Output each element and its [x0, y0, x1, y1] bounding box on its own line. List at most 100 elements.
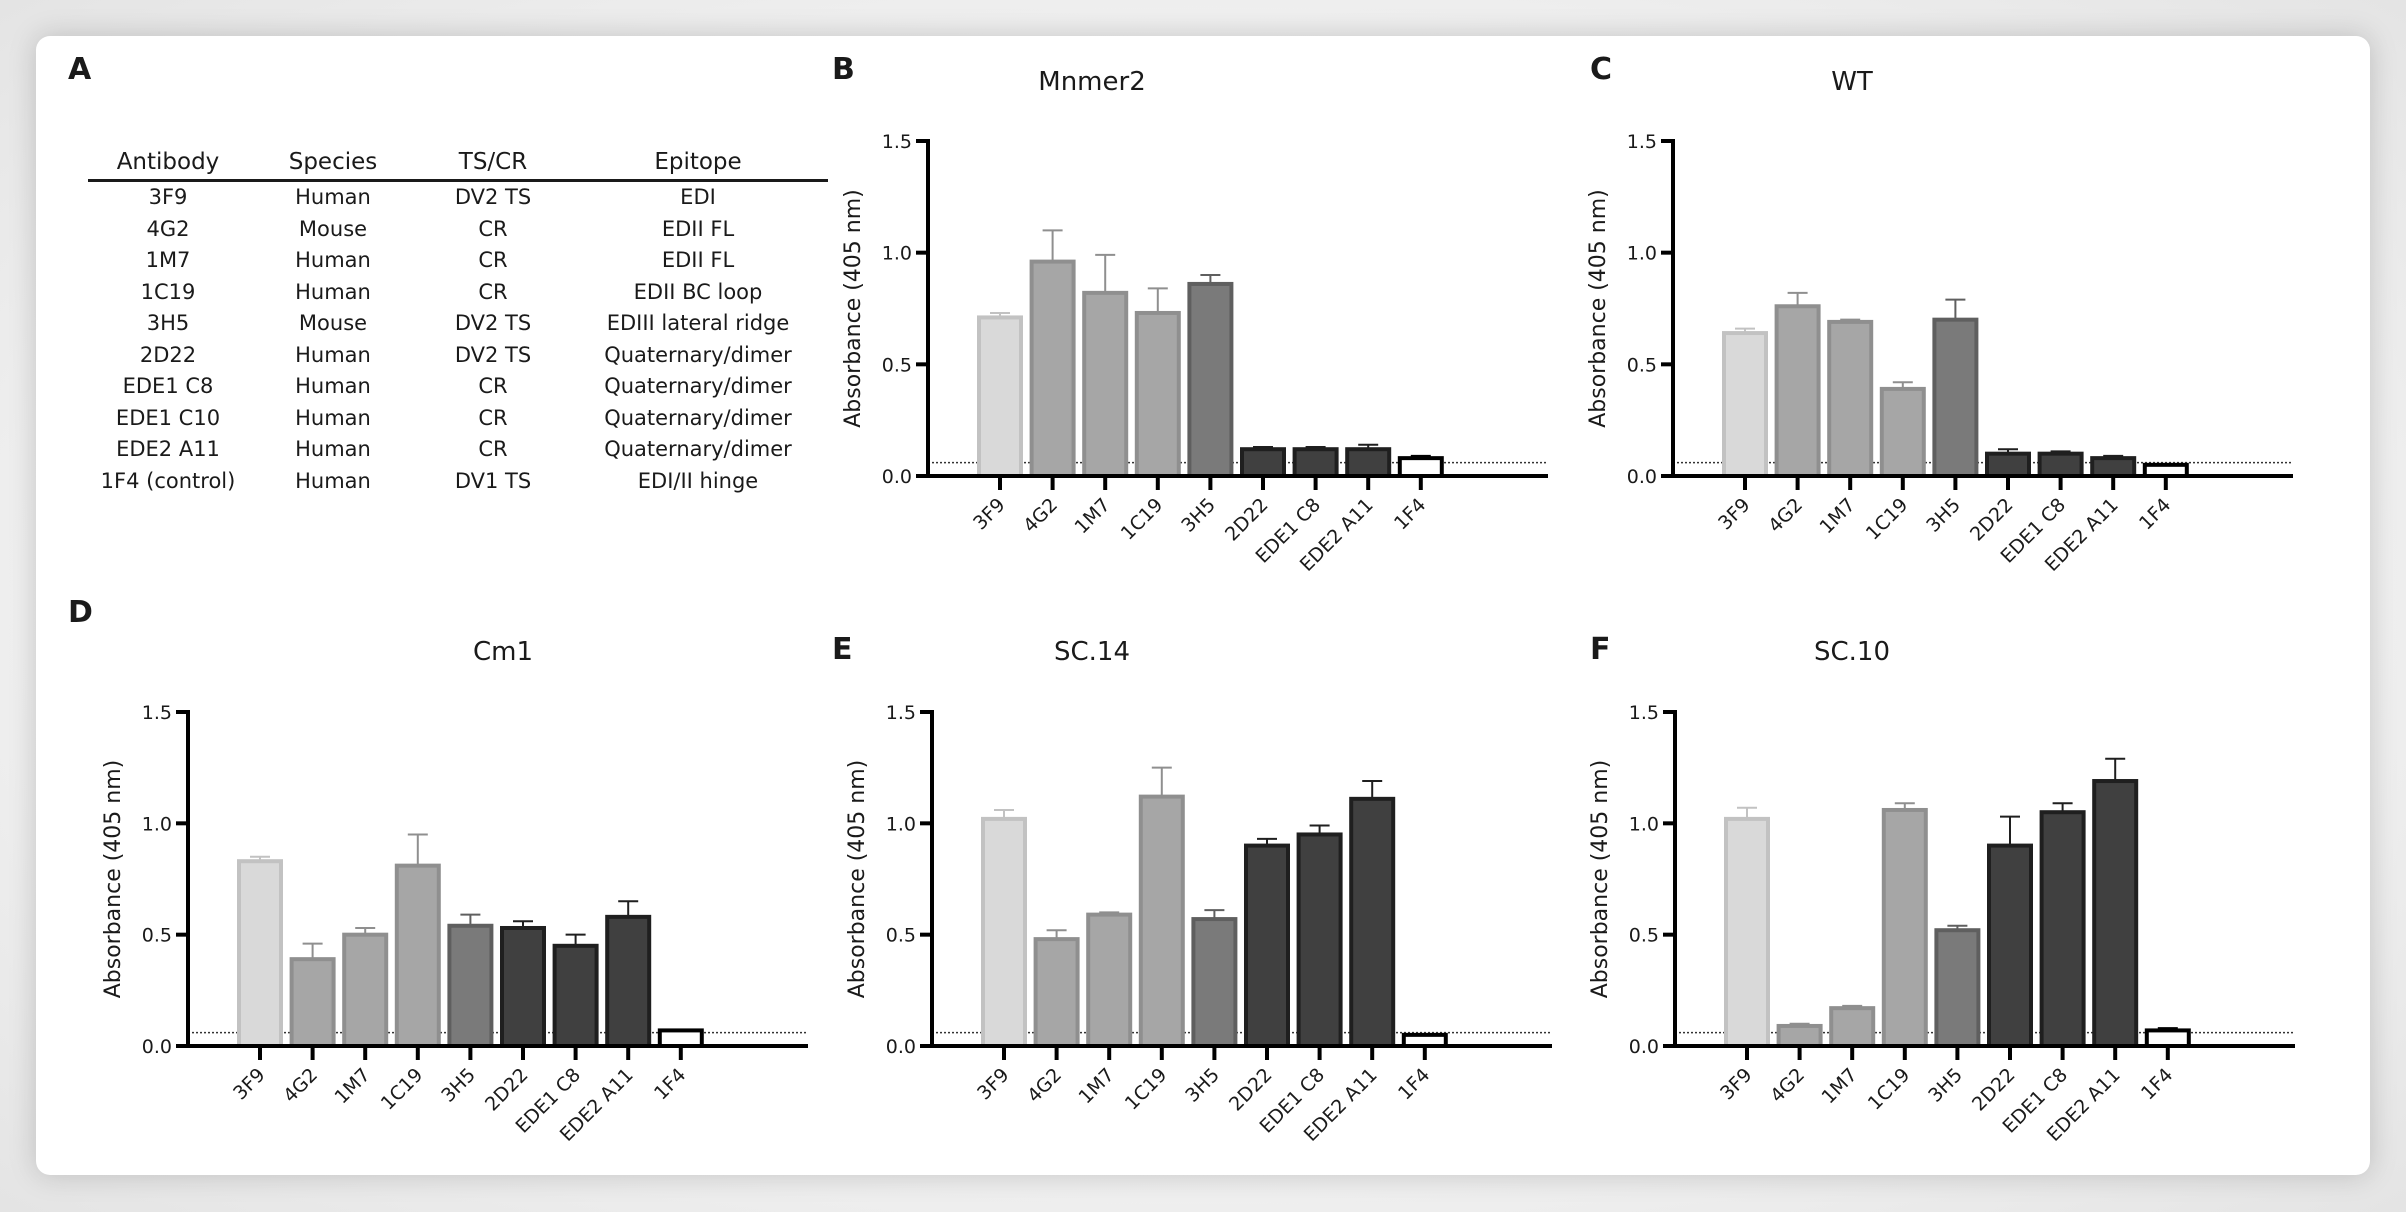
table-cell: 4G2 [146, 216, 190, 241]
bar-ede1-c8 [2037, 451, 2084, 478]
table-row: 4G2 Mouse CR EDII FL [88, 214, 828, 246]
y-tick-label: 1.0 [882, 243, 912, 265]
table-cell: Quaternary/dimer [604, 405, 792, 430]
bar-1m7 [1086, 912, 1133, 1048]
bar-3f9 [1724, 816, 1770, 1048]
y-tick-label: 0.5 [886, 925, 916, 947]
panel-letter-e: E [832, 632, 853, 667]
table-cell: Human [295, 374, 371, 398]
table-cell: CR [478, 216, 508, 241]
bar-ede1-c8 [552, 943, 599, 1048]
table-row: EDE1 C10 Human CR Quaternary/dimer [88, 403, 828, 435]
bar-1c19 [1879, 386, 1926, 478]
chart-panel-e: SC.14 Absorbance (405 nm) 3F9 4G2 1M7 1C19 3H5… [845, 637, 1552, 1146]
table-cell: Human [295, 342, 371, 367]
x-tick-label: 1F4 [650, 1064, 690, 1104]
table-cell: EDII FL [661, 216, 735, 241]
bar-ede1-c8 [2039, 810, 2086, 1049]
x-tick-label: 4G2 [1766, 1064, 1809, 1107]
panel-letter-f: F [1590, 632, 1611, 667]
bar-2d22 [1244, 843, 1290, 1048]
y-tick-label: 0.0 [142, 1036, 172, 1058]
table-cell: CR [478, 437, 508, 461]
x-tick-label: 1F4 [2135, 494, 2175, 534]
bar-2d22 [1985, 451, 2031, 478]
table-cell: EDIII lateral ridge [606, 311, 790, 335]
bar-1c19 [1134, 310, 1181, 479]
chart-panel-b: Mnmer2 Absorbance (405 nm) 3F9 4G2 1M7 1C19 3H… [841, 67, 1548, 576]
chart-title: SC.10 [1814, 637, 1890, 667]
x-tick-label: 3F9 [1716, 1064, 1756, 1104]
x-tick-label: 1F4 [1394, 1064, 1434, 1104]
bar-2d22 [1240, 447, 1286, 479]
x-tick-label: 4G2 [1764, 494, 1807, 537]
y-tick-label: 0.5 [882, 354, 912, 376]
bar-2d22 [1987, 843, 2033, 1048]
table-cell: EDE2 A11 [116, 437, 220, 461]
x-tick-label: 1C19 [377, 1064, 428, 1115]
antibody-table: Antibody Species TS/CR Epitope 3F9 Human D… [88, 145, 828, 497]
y-tick-label: 1.0 [142, 813, 172, 835]
bar-ede1-c8 [1292, 447, 1339, 479]
table-cell: Human [295, 185, 371, 209]
table-cell: CR [478, 248, 508, 272]
table-cell: EDI [680, 185, 716, 209]
table-cell: EDI/II hinge [637, 468, 759, 493]
bar-1c19 [1138, 794, 1185, 1049]
x-tick-label: 1M7 [330, 1064, 374, 1108]
x-tick-label: 1M7 [1815, 494, 1859, 538]
y-tick-label: 0.0 [882, 466, 912, 488]
y-tick-label: 1.5 [886, 702, 916, 724]
bar-1f4 [1397, 456, 1444, 478]
y-tick-label: 1.5 [142, 702, 172, 724]
y-axis-label: Absorbance (405 nm) [841, 189, 866, 428]
y-tick-label: 1.5 [882, 131, 912, 153]
y-tick-label: 0.5 [1629, 925, 1659, 947]
table-cell: Human [295, 468, 371, 493]
bar-3h5 [1932, 317, 1979, 478]
y-axis-label: Absorbance (405 nm) [1586, 189, 1611, 428]
bar-3h5 [447, 923, 494, 1049]
bar-1c19 [394, 863, 441, 1049]
x-tick-label: 4G2 [1019, 494, 1062, 537]
bar-4g2 [289, 957, 336, 1048]
bar-1m7 [1827, 319, 1874, 478]
y-tick-label: 0.5 [142, 925, 172, 947]
bar-3h5 [1934, 928, 1981, 1048]
table-header: Species [288, 149, 378, 175]
y-tick-label: 1.0 [1627, 243, 1657, 265]
table-row: 1M7 Human CR EDII FL [88, 245, 828, 277]
table-cell: CR [478, 279, 508, 304]
chart-title: Mnmer2 [1038, 67, 1145, 97]
table-cell: EDII BC loop [633, 279, 763, 304]
table-cell: DV2 TS [454, 311, 532, 335]
bar-1m7 [1082, 290, 1129, 478]
table-row: 2D22 Human DV2 TS Quaternary/dimer [88, 340, 828, 372]
y-tick-label: 1.0 [886, 813, 916, 835]
x-tick-label: 1M7 [1074, 1064, 1118, 1108]
table-cell: Human [295, 248, 371, 272]
x-tick-label: 3F9 [1714, 494, 1754, 534]
panel-letter-c: C [1590, 52, 1613, 87]
bar-3f9 [1722, 331, 1768, 479]
table-row: 1F4 (control) Human DV1 TS EDI/II hinge [88, 466, 828, 498]
table-cell: DV1 TS [454, 468, 532, 493]
x-tick-label: 3F9 [229, 1064, 269, 1104]
y-axis-label: Absorbance (405 nm) [1588, 760, 1613, 999]
x-tick-label: 1C19 [1864, 1064, 1915, 1115]
x-tick-label: 1C19 [1117, 494, 1168, 545]
table-cell: Human [295, 437, 371, 461]
table-cell: 2D22 [139, 342, 197, 367]
y-tick-label: 0.0 [1627, 466, 1657, 488]
table-row: 3F9 Human DV2 TS EDI [88, 182, 828, 214]
chart-panel-f: SC.10 Absorbance (405 nm) 3F9 4G2 1M7 1C19 3H5… [1588, 637, 2295, 1146]
x-tick-label: 3F9 [969, 494, 1009, 534]
y-tick-label: 1.5 [1629, 702, 1659, 724]
x-tick-label: 1F4 [2137, 1064, 2177, 1104]
table-cell: EDII FL [661, 248, 735, 272]
x-tick-label: 3H5 [1922, 494, 1965, 537]
bar-3f9 [981, 816, 1027, 1048]
